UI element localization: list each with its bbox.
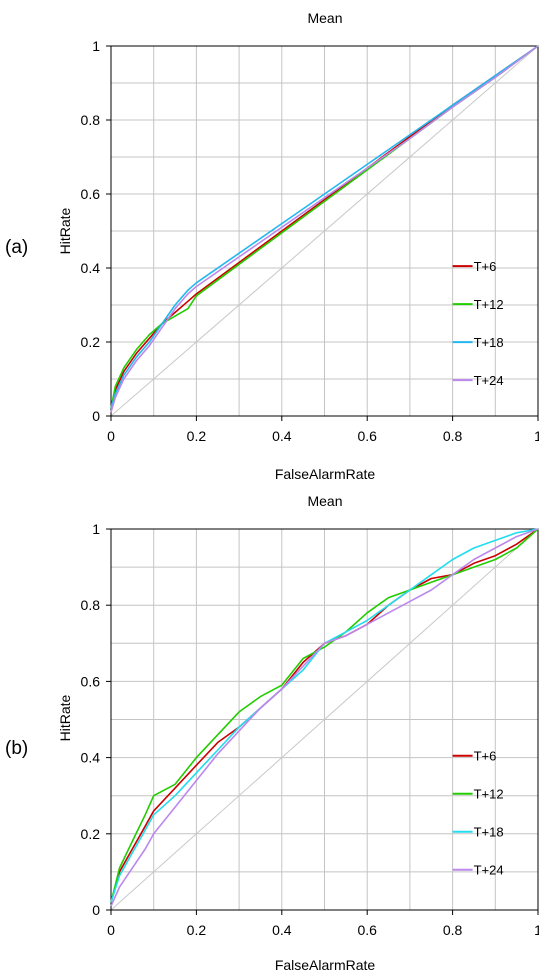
x-tick-label: 0.4	[272, 428, 292, 444]
chart-panel-b: Mean (b) HitRate FalseAlarmRate 0 0.2 0.4 0…	[5, 493, 539, 973]
y-axis-label: HitRate	[57, 207, 73, 254]
chart-title: Mean	[307, 493, 342, 509]
x-tick-label: 0	[107, 428, 115, 444]
y-tick-label: 0	[92, 408, 100, 424]
series-line-t24	[110, 45, 539, 413]
series-line-t18	[110, 528, 539, 903]
x-tick-label: 0.8	[443, 922, 463, 938]
panel-label: (a)	[5, 237, 28, 258]
series-line-t6	[110, 45, 539, 409]
legend-label: T+18	[474, 825, 504, 840]
y-tick-label: 0.8	[81, 597, 101, 613]
legend: T+6 T+12 T+18 T+24	[452, 259, 504, 388]
legend-label: T+24	[474, 863, 504, 878]
chart-panel-a: Mean (a) HitRate FalseAlarmRate 0 0.2 0.4 0…	[5, 10, 539, 482]
x-tick-label: 0.4	[272, 922, 292, 938]
series-line-t18	[110, 45, 539, 409]
plot-area	[110, 528, 539, 911]
y-tick-label: 0.2	[81, 826, 101, 842]
y-tick-label: 1	[92, 38, 100, 54]
plot-area	[110, 45, 539, 417]
y-tick-label: 0	[92, 902, 100, 918]
x-tick-label: 0.8	[443, 428, 463, 444]
x-axis-label: FalseAlarmRate	[275, 466, 376, 482]
x-tick-label: 0.2	[187, 922, 207, 938]
y-tick-label: 0.4	[81, 750, 101, 766]
y-tick-label: 0.6	[81, 673, 101, 689]
y-tick-label: 1	[92, 521, 100, 537]
chart-title: Mean	[307, 10, 342, 26]
x-tick-label: 0.2	[187, 428, 207, 444]
x-tick-label: 0	[107, 922, 115, 938]
axis-ticks: 0 0.2 0.4 0.6 0.8 1 0 0.2 0.4 0.6 0.8 1	[81, 521, 539, 938]
legend-label: T+18	[474, 335, 504, 350]
series-group	[110, 45, 539, 413]
x-tick-label: 1	[534, 922, 539, 938]
legend-label: T+12	[474, 297, 504, 312]
y-tick-label: 0.4	[81, 260, 101, 276]
y-tick-label: 0.8	[81, 112, 101, 128]
panel-label: (b)	[5, 738, 28, 759]
legend-label: T+6	[474, 749, 497, 764]
series-line-t24	[110, 528, 539, 907]
x-tick-label: 0.6	[357, 428, 377, 444]
reference-diagonal	[110, 45, 539, 417]
legend-label: T+12	[474, 787, 504, 802]
y-tick-label: 0.2	[81, 334, 101, 350]
series-line-t12	[110, 528, 539, 903]
axis-ticks: 0 0.2 0.4 0.6 0.8 1 0 0.2 0.4 0.6 0.8 1	[81, 38, 539, 444]
series-group	[110, 528, 539, 907]
legend: T+6 T+12 T+18 T+24	[452, 749, 504, 878]
legend-label: T+24	[474, 373, 504, 388]
series-line-t6	[110, 528, 539, 903]
y-tick-label: 0.6	[81, 186, 101, 202]
legend-label: T+6	[474, 259, 497, 274]
x-tick-label: 0.6	[357, 922, 377, 938]
reference-diagonal	[110, 528, 539, 911]
x-axis-label: FalseAlarmRate	[275, 957, 376, 973]
x-tick-label: 1	[534, 428, 539, 444]
y-axis-label: HitRate	[57, 694, 73, 741]
